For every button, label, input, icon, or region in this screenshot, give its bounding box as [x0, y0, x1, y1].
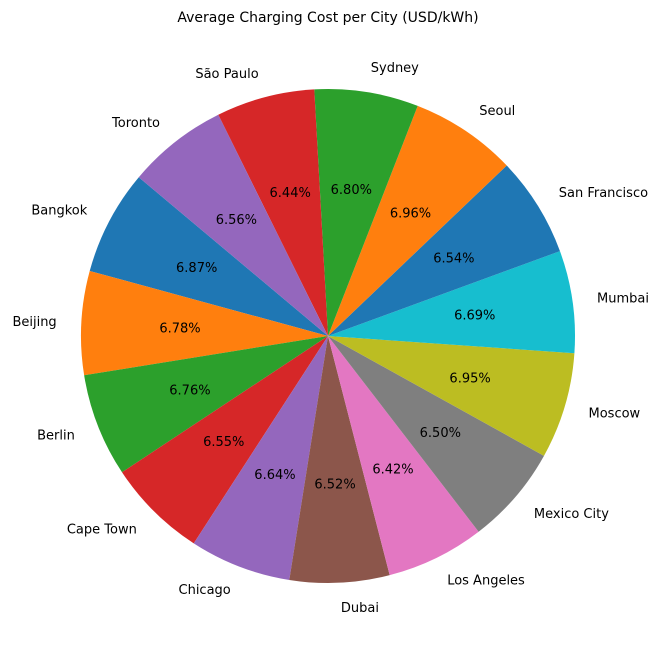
percent-label-mexico-city: 6.50%	[420, 426, 461, 441]
pie-slice-berlin	[84, 336, 328, 473]
percent-label-beijing: 6.78%	[159, 322, 200, 337]
pie-slice-sydney	[314, 88, 418, 336]
pie-slice-mumbai	[328, 251, 575, 354]
pie-slice-cape-town	[122, 336, 328, 544]
percent-label-moscow: 6.95%	[449, 372, 490, 387]
category-label-bangkok: Bangkok	[31, 203, 87, 218]
percent-label-mumbai: 6.69%	[454, 309, 495, 324]
pie-slice-sao-paulo	[218, 89, 328, 336]
percent-label-chicago: 6.64%	[254, 468, 295, 483]
category-label-seoul: Seoul	[479, 104, 515, 119]
percent-label-seoul: 6.96%	[390, 206, 431, 221]
percent-label-bangkok: 6.87%	[176, 261, 217, 276]
category-label-moscow: Moscow	[589, 407, 641, 422]
pie-slice-beijing	[80, 270, 328, 376]
category-label-cape-town: Cape Town	[67, 523, 137, 538]
percent-label-cape-town: 6.55%	[203, 435, 244, 450]
category-label-sydney: Sydney	[371, 61, 419, 76]
category-label-toronto: Toronto	[111, 116, 160, 131]
pie-slice-bangkok	[89, 177, 329, 336]
category-label-mumbai: Mumbai	[597, 291, 649, 306]
percent-label-san-francisco: 6.54%	[433, 251, 474, 266]
percent-label-sydney: 6.80%	[331, 183, 372, 198]
category-label-dubai: Dubai	[341, 601, 379, 616]
pie-slice-seoul	[328, 105, 507, 336]
pie-slice-toronto	[138, 114, 328, 336]
pie-slice-san-francisco	[328, 165, 560, 336]
category-label-los-angeles: Los Angeles	[447, 574, 525, 589]
percent-label-toronto: 6.56%	[216, 213, 257, 228]
category-label-sao-paulo: São Paulo	[195, 67, 258, 82]
category-label-mexico-city: Mexico City	[534, 507, 609, 522]
percent-label-los-angeles: 6.42%	[372, 463, 413, 478]
category-label-san-francisco: San Francisco	[559, 186, 648, 201]
pie-slice-mexico-city	[328, 336, 544, 532]
pie-slice-los-angeles	[328, 336, 479, 576]
category-labels: Bangkok Beijing Berlin Cape Town Chicago Duba…	[12, 61, 649, 616]
percent-label-dubai: 6.52%	[314, 478, 355, 493]
pie-slice-dubai	[289, 336, 390, 583]
percent-label-sao-paulo: 6.44%	[270, 186, 311, 201]
pie-slices	[80, 88, 575, 583]
percent-label-berlin: 6.76%	[169, 383, 210, 398]
category-label-beijing: Beijing	[12, 315, 56, 330]
chart-title: Average Charging Cost per City (USD/kWh)	[177, 10, 478, 26]
category-label-chicago: Chicago	[179, 583, 231, 598]
category-label-berlin: Berlin	[37, 428, 75, 443]
pie-slice-moscow	[328, 336, 575, 456]
pie-slice-chicago	[193, 336, 328, 580]
percent-labels: 6.87% 6.78% 6.76% 6.55% 6.64% 6.52% 6.42% 6.50%…	[159, 183, 495, 492]
